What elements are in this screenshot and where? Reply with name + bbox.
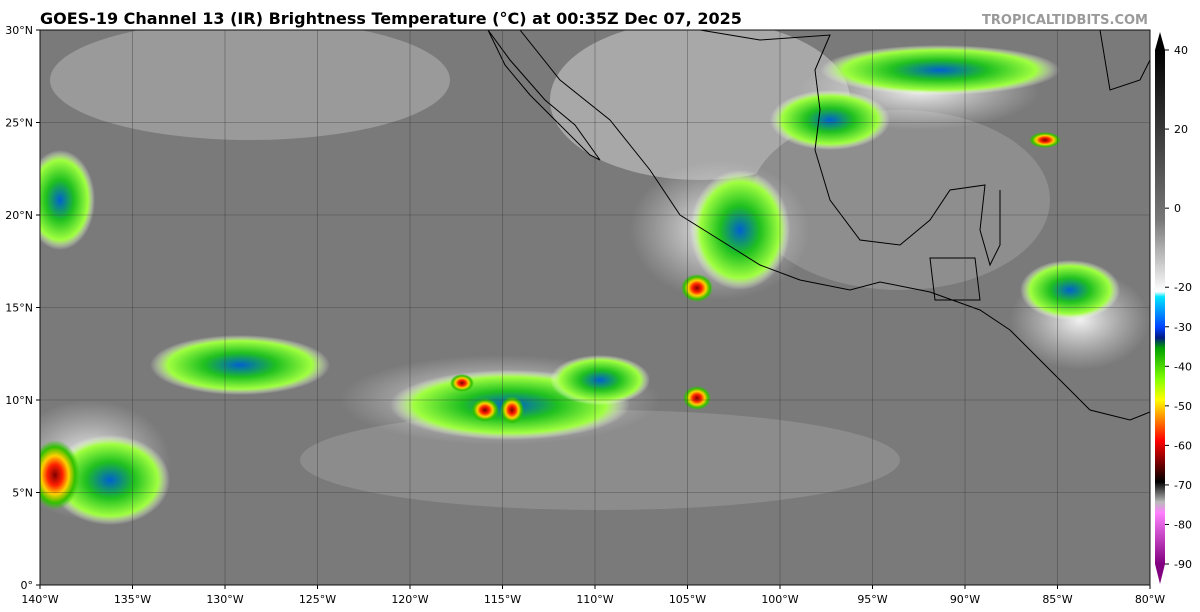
lon-tick-label: 115°W [484,593,521,606]
credit: TROPICALTIDBITS.COM [982,13,1148,28]
lon-tick-label: 90°W [950,593,980,606]
colorbar-tick-label: -50 [1174,400,1192,413]
title: GOES-19 Channel 13 (IR) Brightness Tempe… [40,9,742,28]
lon-tick-label: 140°W [21,593,58,606]
lon-tick-label: 100°W [761,593,798,606]
satellite-image [40,30,1150,585]
lat-tick-label: 5°N [12,487,33,500]
lon-tick-label: 105°W [669,593,706,606]
colorbar-tick-label: 40 [1174,44,1188,57]
colorbar-top-extension [1155,32,1165,50]
colorbar-tick-label: -30 [1174,321,1192,334]
colorbar-tick-label: -20 [1174,281,1192,294]
colorbar [1155,50,1165,564]
lon-tick-label: 85°W [1042,593,1072,606]
lon-tick-label: 135°W [114,593,151,606]
lat-tick-label: 10°N [5,394,33,407]
colorbar-tick-label: 0 [1174,202,1181,215]
lon-tick-label: 110°W [576,593,613,606]
lon-tick-label: 120°W [391,593,428,606]
colorbar-tick-label: 20 [1174,123,1188,136]
lat-tick-label: 0° [21,579,34,592]
lat-tick-label: 15°N [5,302,33,315]
lat-tick-label: 30°N [5,24,33,37]
lat-tick-label: 25°N [5,117,33,130]
lon-tick-label: 125°W [299,593,336,606]
colorbar-tick-label: -90 [1174,558,1192,571]
lon-tick-label: 130°W [206,593,243,606]
lat-tick-label: 20°N [5,209,33,222]
colorbar-tick-label: -40 [1174,360,1192,373]
colorbar-tick-label: -80 [1174,518,1192,531]
colorbar-bottom-extension [1155,564,1165,584]
lon-tick-label: 80°W [1135,593,1165,606]
colorbar-tick-label: -60 [1174,439,1192,452]
colorbar-tick-label: -70 [1174,479,1192,492]
lon-tick-label: 95°W [857,593,887,606]
